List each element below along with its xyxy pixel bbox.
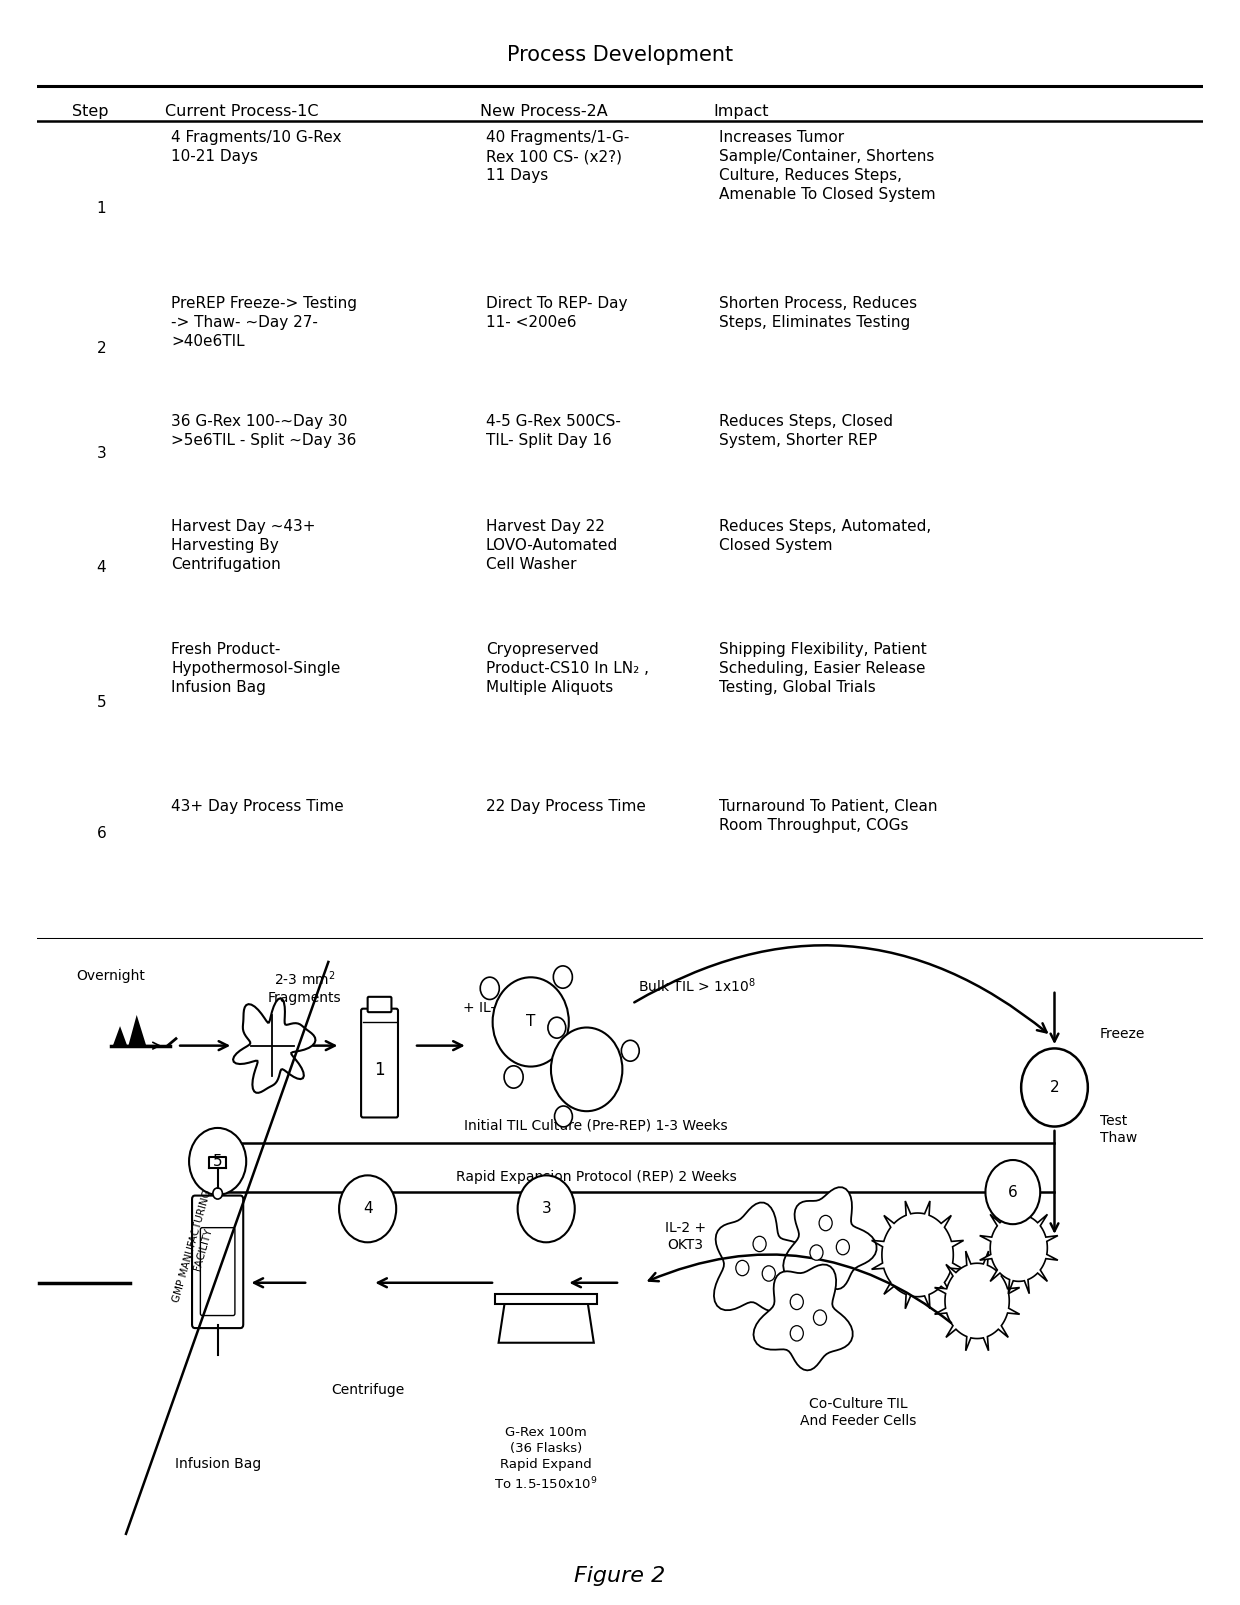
Circle shape [1022, 1048, 1087, 1127]
Circle shape [339, 1175, 397, 1242]
FancyBboxPatch shape [201, 1228, 234, 1316]
Circle shape [621, 1040, 640, 1061]
FancyBboxPatch shape [192, 1196, 243, 1327]
Circle shape [810, 1245, 823, 1260]
Circle shape [836, 1239, 849, 1255]
Text: Centrifuge: Centrifuge [331, 1384, 404, 1398]
Text: Figure 2: Figure 2 [574, 1566, 666, 1586]
Circle shape [551, 1027, 622, 1111]
Text: Cryopreserved
Product-CS10 In LN₂ ,
Multiple Aliquots: Cryopreserved Product-CS10 In LN₂ , Mult… [486, 642, 649, 695]
Circle shape [790, 1294, 804, 1310]
Circle shape [554, 1106, 573, 1127]
Text: Initial TIL Culture (Pre-REP) 1-3 Weeks: Initial TIL Culture (Pre-REP) 1-3 Weeks [464, 1119, 728, 1132]
Polygon shape [233, 998, 315, 1093]
Text: Fresh Product-
Hypothermosol-Single
Infusion Bag: Fresh Product- Hypothermosol-Single Infu… [171, 642, 341, 695]
Text: 4: 4 [97, 560, 107, 575]
Text: Overnight: Overnight [76, 969, 145, 982]
Text: Impact: Impact [713, 104, 769, 119]
Text: 1: 1 [374, 1061, 384, 1079]
Circle shape [517, 1175, 575, 1242]
Circle shape [213, 1188, 222, 1199]
Circle shape [763, 1266, 775, 1281]
Polygon shape [784, 1188, 877, 1289]
Text: 6: 6 [1008, 1184, 1018, 1199]
Text: 4 Fragments/10 G-Rex
10-21 Days: 4 Fragments/10 G-Rex 10-21 Days [171, 130, 342, 164]
Text: 1: 1 [97, 201, 107, 217]
Text: New Process-2A: New Process-2A [480, 104, 608, 119]
Polygon shape [498, 1303, 594, 1343]
Text: IL-2 +
OKT3: IL-2 + OKT3 [665, 1221, 706, 1252]
Text: Process Development: Process Development [507, 45, 733, 64]
Text: 40 Fragments/1-G-
Rex 100 CS- (x2?)
11 Days: 40 Fragments/1-G- Rex 100 CS- (x2?) 11 D… [486, 130, 630, 183]
Circle shape [790, 1326, 804, 1342]
Polygon shape [714, 1202, 810, 1311]
Polygon shape [129, 1014, 146, 1045]
Text: Direct To REP- Day
11- <200e6: Direct To REP- Day 11- <200e6 [486, 295, 627, 331]
Text: T: T [526, 1014, 536, 1029]
Circle shape [986, 1160, 1040, 1225]
Text: Harvest Day ~43+
Harvesting By
Centrifugation: Harvest Day ~43+ Harvesting By Centrifug… [171, 518, 316, 573]
Polygon shape [935, 1250, 1019, 1351]
Circle shape [480, 977, 500, 1000]
Text: PreREP Freeze-> Testing
-> Thaw- ~Day 27-
>40e6TIL: PreREP Freeze-> Testing -> Thaw- ~Day 27… [171, 295, 357, 350]
Text: Step: Step [72, 104, 109, 119]
FancyBboxPatch shape [361, 1008, 398, 1117]
Text: Rapid Expansion Protocol (REP) 2 Weeks: Rapid Expansion Protocol (REP) 2 Weeks [456, 1170, 737, 1184]
Text: GMP MANUFACTURING
FACILITY: GMP MANUFACTURING FACILITY [171, 1189, 224, 1306]
Text: 5: 5 [97, 695, 107, 711]
Circle shape [820, 1215, 832, 1231]
Text: Increases Tumor
Sample/Container, Shortens
Culture, Reduces Steps,
Amenable To C: Increases Tumor Sample/Container, Shorte… [719, 130, 936, 202]
FancyBboxPatch shape [367, 997, 392, 1013]
Text: Harvest Day 22
LOVO-Automated
Cell Washer: Harvest Day 22 LOVO-Automated Cell Washe… [486, 518, 619, 573]
Circle shape [492, 977, 569, 1067]
Text: Co-Culture TIL
And Feeder Cells: Co-Culture TIL And Feeder Cells [800, 1396, 916, 1428]
Text: Freeze: Freeze [1100, 1027, 1145, 1042]
Text: + IL-2: + IL-2 [463, 1002, 503, 1014]
Text: Current Process-1C: Current Process-1C [165, 104, 319, 119]
Circle shape [553, 966, 573, 989]
Circle shape [188, 1128, 247, 1194]
Text: Turnaround To Patient, Clean
Room Throughput, COGs: Turnaround To Patient, Clean Room Throug… [719, 799, 937, 833]
Text: Reduces Steps, Automated,
Closed System: Reduces Steps, Automated, Closed System [719, 518, 931, 554]
Text: 2: 2 [97, 340, 107, 356]
Text: Bulk TIL > 1x10$^8$: Bulk TIL > 1x10$^8$ [637, 976, 755, 995]
Text: 2: 2 [1050, 1080, 1059, 1095]
Text: 4: 4 [363, 1201, 372, 1217]
Text: 3: 3 [542, 1201, 551, 1217]
Circle shape [505, 1066, 523, 1088]
Text: 3: 3 [97, 446, 107, 461]
Polygon shape [872, 1201, 963, 1308]
Text: 6: 6 [97, 827, 107, 841]
Text: 4-5 G-Rex 500CS-
TIL- Split Day 16: 4-5 G-Rex 500CS- TIL- Split Day 16 [486, 414, 621, 448]
Text: Shorten Process, Reduces
Steps, Eliminates Testing: Shorten Process, Reduces Steps, Eliminat… [719, 295, 918, 331]
Text: Shipping Flexibility, Patient
Scheduling, Easier Release
Testing, Global Trials: Shipping Flexibility, Patient Scheduling… [719, 642, 926, 695]
Circle shape [735, 1260, 749, 1276]
Polygon shape [113, 1026, 128, 1045]
Circle shape [548, 1018, 565, 1038]
Text: 5: 5 [213, 1154, 222, 1168]
Text: 43+ Day Process Time: 43+ Day Process Time [171, 799, 343, 814]
Text: 22 Day Process Time: 22 Day Process Time [486, 799, 646, 814]
Text: Infusion Bag: Infusion Bag [175, 1457, 260, 1472]
Polygon shape [495, 1294, 598, 1303]
Text: 2-3 mm$^2$
Fragments: 2-3 mm$^2$ Fragments [268, 969, 341, 1005]
Polygon shape [754, 1265, 853, 1371]
Text: Test
Thaw: Test Thaw [1100, 1114, 1137, 1144]
Text: G-Rex 100m
(36 Flasks)
Rapid Expand
To 1.5-150x10$^9$: G-Rex 100m (36 Flasks) Rapid Expand To 1… [495, 1427, 598, 1493]
Text: Reduces Steps, Closed
System, Shorter REP: Reduces Steps, Closed System, Shorter RE… [719, 414, 893, 448]
Circle shape [813, 1310, 827, 1326]
Text: 36 G-Rex 100-~Day 30
>5e6TIL - Split ~Day 36: 36 G-Rex 100-~Day 30 >5e6TIL - Split ~Da… [171, 414, 357, 448]
Circle shape [753, 1236, 766, 1252]
Polygon shape [980, 1202, 1058, 1294]
